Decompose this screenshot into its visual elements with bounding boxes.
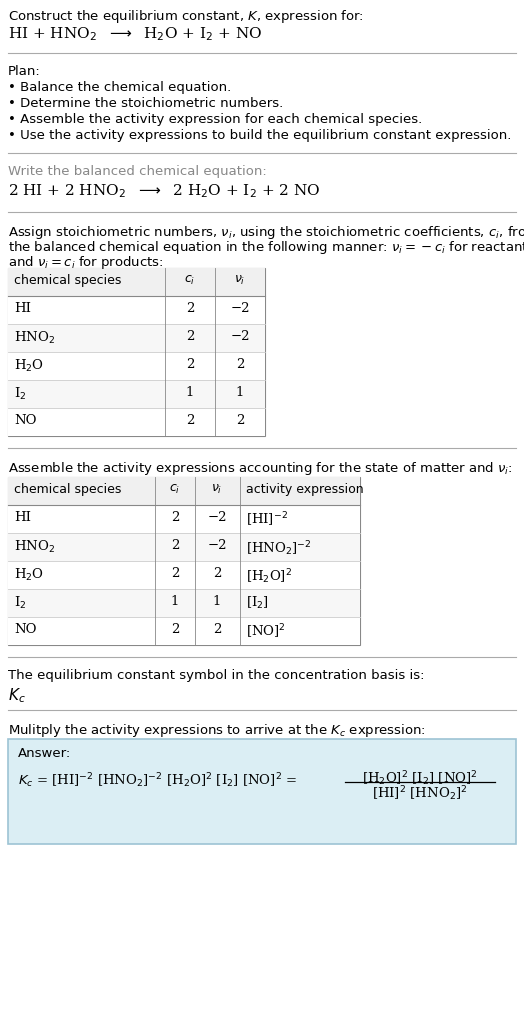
Bar — [8, 739, 516, 844]
Text: Construct the equilibrium constant, $K$, expression for:: Construct the equilibrium constant, $K$,… — [8, 8, 364, 25]
Bar — [8, 589, 360, 617]
Text: −2: −2 — [208, 511, 227, 524]
Text: 1: 1 — [171, 595, 179, 608]
Text: Mulitply the activity expressions to arrive at the $K_c$ expression:: Mulitply the activity expressions to arr… — [8, 722, 426, 739]
Text: and $\nu_i = c_i$ for products:: and $\nu_i = c_i$ for products: — [8, 254, 163, 271]
Text: −2: −2 — [230, 302, 250, 315]
Text: [HI]$^2$ [HNO$_2$]$^2$: [HI]$^2$ [HNO$_2$]$^2$ — [372, 784, 468, 802]
Text: [H$_2$O]$^2$ [I$_2$] [NO]$^2$: [H$_2$O]$^2$ [I$_2$] [NO]$^2$ — [362, 769, 478, 788]
Text: 2 HI + 2 HNO$_2$  $\longrightarrow$  2 H$_2$O + I$_2$ + 2 NO: 2 HI + 2 HNO$_2$ $\longrightarrow$ 2 H$_… — [8, 182, 320, 199]
Text: 2: 2 — [213, 623, 221, 636]
Text: $\nu_i$: $\nu_i$ — [234, 274, 246, 287]
Text: [I$_2$]: [I$_2$] — [246, 595, 269, 611]
Text: HI + HNO$_2$  $\longrightarrow$  H$_2$O + I$_2$ + NO: HI + HNO$_2$ $\longrightarrow$ H$_2$O + … — [8, 25, 262, 43]
Text: 1: 1 — [213, 595, 221, 608]
Text: −2: −2 — [208, 539, 227, 552]
Text: • Assemble the activity expression for each chemical species.: • Assemble the activity expression for e… — [8, 113, 422, 126]
Text: [HI]$^{-2}$: [HI]$^{-2}$ — [246, 511, 288, 530]
Text: Answer:: Answer: — [18, 747, 71, 760]
Text: • Determine the stoichiometric numbers.: • Determine the stoichiometric numbers. — [8, 97, 283, 110]
Text: HNO$_2$: HNO$_2$ — [14, 539, 55, 555]
Text: 2: 2 — [171, 623, 179, 636]
Bar — [8, 268, 265, 296]
Text: I$_2$: I$_2$ — [14, 595, 26, 611]
Bar — [8, 533, 360, 561]
Text: $c_i$: $c_i$ — [169, 483, 181, 496]
Text: 2: 2 — [186, 302, 194, 315]
Text: Assemble the activity expressions accounting for the state of matter and $\nu_i$: Assemble the activity expressions accoun… — [8, 460, 512, 477]
Text: $\nu_i$: $\nu_i$ — [211, 483, 223, 496]
Text: the balanced chemical equation in the following manner: $\nu_i = -c_i$ for react: the balanced chemical equation in the fo… — [8, 239, 524, 256]
Bar — [8, 617, 360, 645]
Text: Write the balanced chemical equation:: Write the balanced chemical equation: — [8, 165, 267, 178]
Bar — [8, 352, 265, 380]
Bar — [8, 324, 265, 352]
Text: $K_c$ = [HI]$^{-2}$ [HNO$_2$]$^{-2}$ [H$_2$O]$^2$ [I$_2$] [NO]$^2$ =: $K_c$ = [HI]$^{-2}$ [HNO$_2$]$^{-2}$ [H$… — [18, 771, 297, 789]
Text: 1: 1 — [236, 386, 244, 399]
Text: NO: NO — [14, 623, 37, 636]
Text: HI: HI — [14, 511, 31, 524]
Bar — [8, 505, 360, 533]
Bar — [8, 268, 265, 436]
Text: Plan:: Plan: — [8, 65, 41, 78]
Text: Assign stoichiometric numbers, $\nu_i$, using the stoichiometric coefficients, $: Assign stoichiometric numbers, $\nu_i$, … — [8, 224, 524, 241]
Bar — [8, 477, 360, 505]
Text: 2: 2 — [171, 539, 179, 552]
Text: 2: 2 — [171, 511, 179, 524]
Bar — [8, 477, 360, 645]
Text: −2: −2 — [230, 330, 250, 343]
Text: 2: 2 — [171, 567, 179, 580]
Bar — [8, 561, 360, 589]
Text: [H$_2$O]$^2$: [H$_2$O]$^2$ — [246, 567, 292, 586]
Text: 2: 2 — [236, 414, 244, 427]
Bar — [8, 408, 265, 436]
Text: $c_i$: $c_i$ — [184, 274, 195, 287]
Text: $K_c$: $K_c$ — [8, 686, 26, 705]
Text: 2: 2 — [186, 358, 194, 371]
Text: H$_2$O: H$_2$O — [14, 358, 44, 374]
Text: • Use the activity expressions to build the equilibrium constant expression.: • Use the activity expressions to build … — [8, 129, 511, 142]
Text: NO: NO — [14, 414, 37, 427]
Text: The equilibrium constant symbol in the concentration basis is:: The equilibrium constant symbol in the c… — [8, 669, 424, 682]
Text: • Balance the chemical equation.: • Balance the chemical equation. — [8, 81, 231, 94]
Text: H$_2$O: H$_2$O — [14, 567, 44, 583]
Text: I$_2$: I$_2$ — [14, 386, 26, 402]
Bar — [8, 296, 265, 324]
Text: HI: HI — [14, 302, 31, 315]
Bar — [8, 380, 265, 408]
Text: 2: 2 — [236, 358, 244, 371]
Text: [HNO$_2$]$^{-2}$: [HNO$_2$]$^{-2}$ — [246, 539, 312, 557]
Text: 2: 2 — [213, 567, 221, 580]
Text: HNO$_2$: HNO$_2$ — [14, 330, 55, 346]
Text: activity expression: activity expression — [246, 483, 364, 496]
Text: [NO]$^2$: [NO]$^2$ — [246, 623, 286, 642]
Text: 2: 2 — [186, 330, 194, 343]
Text: 2: 2 — [186, 414, 194, 427]
Text: 1: 1 — [186, 386, 194, 399]
Text: chemical species: chemical species — [14, 483, 122, 496]
Text: chemical species: chemical species — [14, 274, 122, 287]
